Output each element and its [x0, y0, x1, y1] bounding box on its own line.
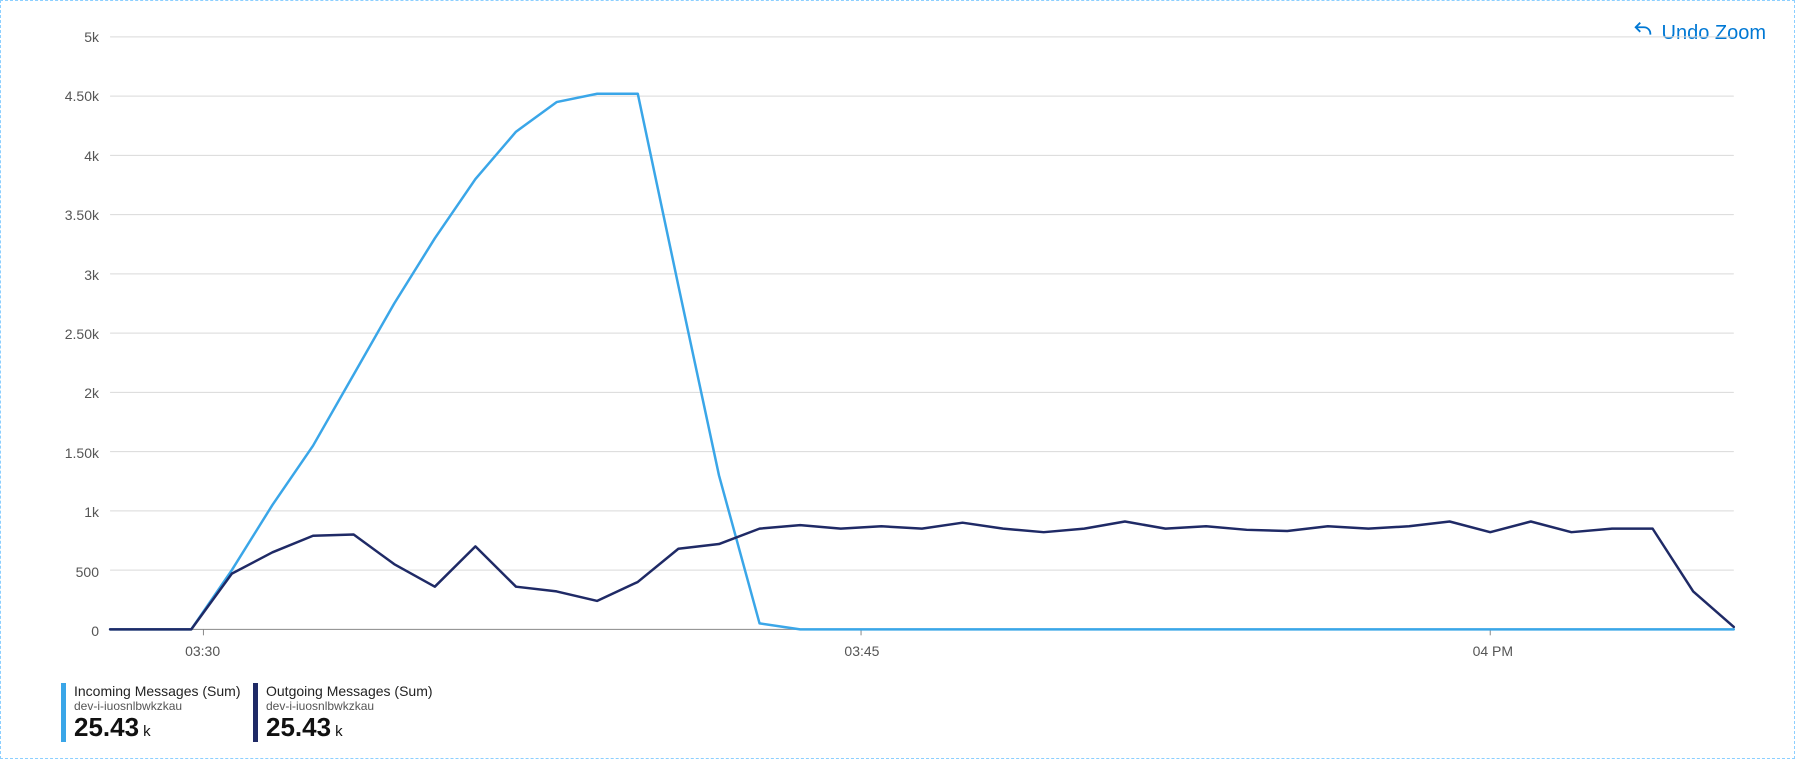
- legend-series-resource: dev-i-iuosnlbwkzkau: [266, 699, 433, 713]
- legend-series-name: Incoming Messages (Sum): [74, 683, 241, 699]
- legend-series-unit: k: [143, 723, 151, 740]
- y-tick-label: 1.50k: [39, 445, 99, 461]
- y-tick-label: 4k: [39, 148, 99, 164]
- y-tick-label: 1k: [39, 504, 99, 520]
- y-tick-label: 2.50k: [39, 326, 99, 342]
- legend-series-value: 25.43k: [74, 713, 241, 742]
- y-tick-label: 4.50k: [39, 88, 99, 104]
- x-tick-label: 03:45: [844, 643, 879, 659]
- y-tick-label: 500: [39, 564, 99, 580]
- legend-series-resource: dev-i-iuosnlbwkzkau: [74, 699, 241, 713]
- legend-series-name: Outgoing Messages (Sum): [266, 683, 433, 699]
- legend-color-bar: [253, 683, 258, 742]
- chart-container: Undo Zoom 05001k1.50k2k2.50k3k3.50k4k4.5…: [0, 0, 1795, 759]
- y-tick-label: 3.50k: [39, 207, 99, 223]
- y-tick-label: 3k: [39, 267, 99, 283]
- x-tick-label: 04 PM: [1473, 643, 1513, 659]
- chart-plot: [1, 1, 1794, 758]
- y-tick-label: 5k: [39, 29, 99, 45]
- legend-item[interactable]: Incoming Messages (Sum)dev-i-iuosnlbwkzk…: [61, 683, 241, 742]
- x-tick-label: 03:30: [185, 643, 220, 659]
- legend-series-value: 25.43k: [266, 713, 433, 742]
- legend-color-bar: [61, 683, 66, 742]
- chart-legend: Incoming Messages (Sum)dev-i-iuosnlbwkzk…: [61, 683, 433, 742]
- legend-text: Outgoing Messages (Sum)dev-i-iuosnlbwkzk…: [266, 683, 433, 742]
- legend-series-unit: k: [335, 723, 343, 740]
- y-tick-label: 2k: [39, 385, 99, 401]
- y-tick-label: 0: [39, 623, 99, 639]
- legend-text: Incoming Messages (Sum)dev-i-iuosnlbwkzk…: [74, 683, 241, 742]
- legend-item[interactable]: Outgoing Messages (Sum)dev-i-iuosnlbwkzk…: [253, 683, 433, 742]
